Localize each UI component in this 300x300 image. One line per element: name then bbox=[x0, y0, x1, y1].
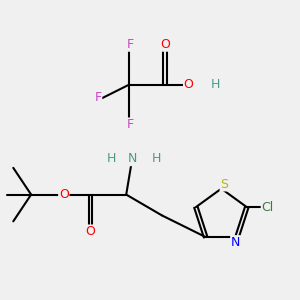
Text: N: N bbox=[128, 152, 137, 165]
Text: H: H bbox=[107, 152, 116, 165]
Text: O: O bbox=[85, 225, 95, 238]
Text: S: S bbox=[220, 178, 228, 191]
Text: F: F bbox=[127, 118, 134, 131]
Text: F: F bbox=[127, 38, 134, 51]
Text: H: H bbox=[211, 78, 220, 91]
Text: O: O bbox=[160, 38, 170, 51]
Text: Cl: Cl bbox=[262, 201, 274, 214]
Text: F: F bbox=[94, 92, 101, 104]
Text: N: N bbox=[231, 236, 240, 249]
Text: O: O bbox=[59, 188, 69, 201]
Text: H: H bbox=[151, 152, 160, 165]
Text: O: O bbox=[184, 78, 194, 91]
